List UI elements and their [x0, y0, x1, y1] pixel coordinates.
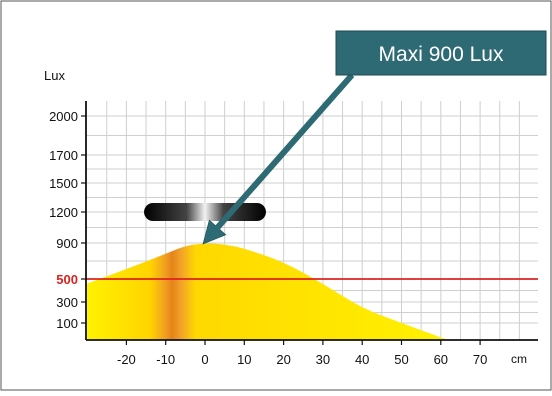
x-tick-label: 10	[237, 352, 251, 367]
y-tick-label: 2000	[49, 109, 78, 124]
x-tick-label: -10	[156, 352, 175, 367]
annotation-box	[335, 30, 547, 76]
annotation-callout: Maxi 900 Lux	[202, 30, 547, 245]
axes	[85, 101, 538, 341]
x-tick-label: 40	[355, 352, 369, 367]
annotation-arrow-shaft	[213, 73, 355, 231]
y-tick-labels: 100 300 500 900 1200 1500 1700 2000	[49, 109, 86, 331]
x-tick-label: 50	[394, 352, 408, 367]
y-tick-label: 300	[56, 295, 78, 310]
annotation-text: Maxi 900 Lux	[379, 43, 504, 66]
y-tick-label: 1700	[49, 148, 78, 163]
x-axis-unit: cm	[511, 352, 527, 366]
y-tick-label: 1500	[49, 176, 78, 191]
x-tick-label: 70	[473, 352, 487, 367]
y-tick-label: 1200	[49, 205, 78, 220]
x-tick-label: 0	[201, 352, 208, 367]
x-tick-label: -20	[117, 352, 136, 367]
y-axis-title: Lux	[44, 68, 65, 83]
y-tick-label: 900	[56, 236, 78, 251]
x-tick-label: 20	[276, 352, 290, 367]
lamp-icon	[144, 203, 266, 221]
y-tick-label: 100	[56, 316, 78, 331]
x-tick-label: 60	[434, 352, 448, 367]
x-tick-labels: -20 -10 0 10 20 30 40 50 60 70	[117, 340, 487, 367]
y-tick-label: 500	[56, 272, 78, 287]
light-distribution-area	[87, 243, 449, 340]
x-tick-label: 30	[316, 352, 330, 367]
